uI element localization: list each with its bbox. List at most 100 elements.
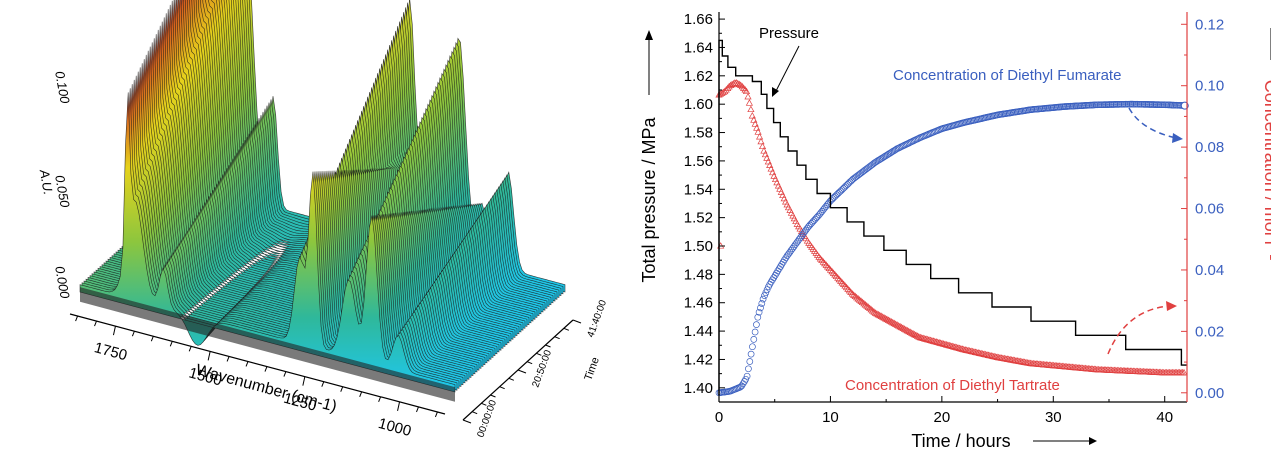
tartrate-point [831,270,839,278]
tartrate-point [913,332,922,339]
plot-series [715,39,1189,397]
tartrate-point [828,267,836,275]
x-axis-tick [434,411,438,418]
annotation-pressure-arrow-head [772,87,779,97]
fumarate-point [753,321,760,328]
tartrate-point [732,79,740,86]
time-axis-tick [508,377,515,381]
fumarate-point [741,378,748,385]
time-axis-tick [490,394,496,398]
y2-tick-label: 0.06 [1195,201,1224,218]
time-axis-label: Time [582,356,602,383]
tartrate-point [729,79,738,87]
x-axis-tick [226,356,230,362]
tartrate-point [853,293,861,301]
tartrate-point [895,322,903,329]
annotation-fumarate: Concentration of Diethyl Fumarate [893,67,1121,84]
y-tick-label: 1.46 [684,295,713,312]
tartrate-point [890,319,898,327]
annotation-tartrate-arrow [1107,305,1170,355]
tartrate-point [754,128,762,135]
tartrate-point [850,291,858,298]
fumarate-point [818,208,826,215]
fumarate-point [778,260,786,268]
base-shadow [80,287,455,402]
tartrate-point [868,306,877,314]
tartrate-point [854,294,862,302]
tartrate-point [750,116,758,123]
tartrate-point [889,318,897,326]
time-axis-tick [563,327,570,331]
annotation-tartrate-arrow-head [1166,301,1177,311]
tartrate-point [886,317,894,324]
tartrate-point [863,302,871,309]
x-axis-tick [150,336,154,342]
tartrate-point [842,283,851,291]
tartrate-point [883,315,891,323]
tartrate-point [884,316,893,323]
x-axis-tick [245,361,249,367]
fumarate-point [777,263,784,270]
tartrate-point [721,87,729,95]
time-axis-tick [471,411,478,415]
fumarate-point [747,350,755,358]
x-tick-label: 1000 [376,415,413,440]
tartrate-point [911,330,919,338]
y-tick-label: 1.64 [684,39,713,56]
tartrate-point [741,85,749,93]
tartrate-point [758,142,767,150]
tartrate-point [742,87,751,95]
tartrate-point [857,297,865,304]
tartrate-point [851,292,859,300]
time-axis-tick [536,352,542,356]
time-axis-tick [462,419,472,424]
tartrate-point [915,333,923,340]
time-axis-tick [545,344,551,348]
time-axis-tick [499,386,505,390]
pressure-line [718,39,1187,395]
time-axis-tick [554,336,560,340]
x-axis-tick [169,341,173,347]
tartrate-point [866,304,874,312]
tartrate-point [829,269,837,276]
spectrum-slice [101,46,478,373]
x-axis-tick [321,381,325,387]
x-axis-tick [283,371,287,377]
tartrate-point [838,278,846,286]
y2-tick-label: 0.10 [1195,78,1224,95]
x-axis-tick [131,330,135,337]
tartrate-point [899,324,907,331]
tartrate-point [902,326,910,333]
time-tick-label: 20:50:00 [530,348,554,389]
annotation-tartrate: Concentration of Diethyl Tartrate [845,377,1060,394]
y2-tick-label: 0.12 [1195,16,1224,33]
tartrate-point [821,259,829,267]
tartrate-point [860,299,868,307]
x-axis-tick [94,320,97,327]
tartrate-point [748,111,756,119]
tartrate-point [905,327,913,335]
chart-pressure-concentration: 1.40 1.42 1.44 1.46 1.48 1.50 1.52 1.54 1.56 1.58… [639,11,1271,451]
spectrum-slice [95,59,472,378]
fumarate-point [757,304,764,312]
tartrate-point [718,89,726,96]
tartrate-point [874,310,882,318]
x-tick-label: 20 [934,409,951,426]
tartrate-point [897,323,906,331]
x-tick-label: 1750 [92,339,129,364]
z-tick-label: 0.050 [52,174,73,209]
x-axis-tick [340,386,344,392]
tartrate-point [824,262,832,270]
y-tick-label: 1.58 [684,125,713,142]
fumarate-point [755,308,763,316]
tartrate-point [873,310,881,317]
fumarate-point [771,272,779,279]
tartrate-point [896,322,904,330]
tartrate-point [825,264,833,272]
tartrate-point [841,282,849,289]
time-axis-tick [526,361,533,365]
fumarate-point [746,358,754,365]
x-axis-line [69,313,446,415]
y-tick-label: 1.40 [684,380,713,397]
y-tick-label: 1.42 [684,351,713,368]
